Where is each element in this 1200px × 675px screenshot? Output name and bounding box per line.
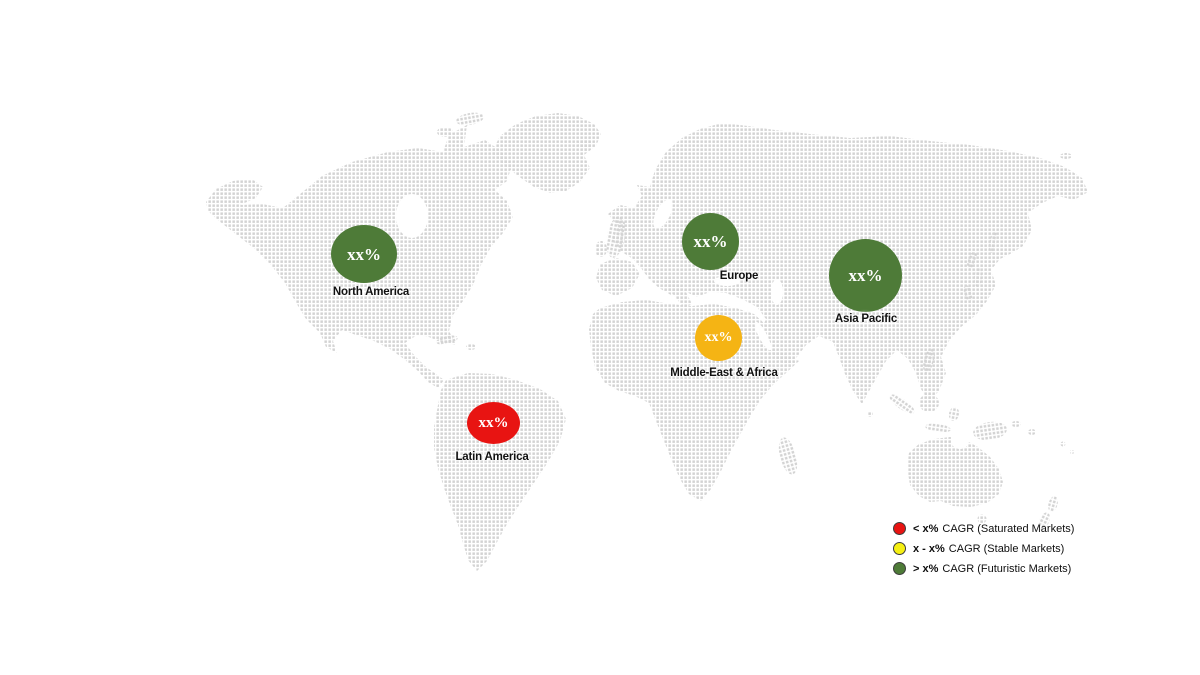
new-guinea [973, 421, 1007, 441]
philippines [923, 347, 935, 373]
cagr-legend: < x% CAGR (Saturated Markets) x - x% CAGR … [893, 522, 1074, 582]
region-value: xx% [848, 266, 883, 285]
region-value: xx% [693, 232, 728, 251]
madagascar [778, 437, 798, 475]
caspian-sea [771, 279, 783, 305]
legend-range: < x% [913, 522, 939, 535]
java [925, 423, 951, 433]
legend-text: x - x% CAGR (Stable Markets) [913, 543, 1064, 555]
legend-label: CAGR (Stable Markets) [948, 542, 1065, 555]
region-value: xx% [347, 244, 381, 264]
region-label-europe: Europe [719, 270, 759, 282]
tasmania [977, 514, 987, 524]
baltic-sea [653, 199, 673, 229]
legend-item-futuristic: > x% CAGR (Futuristic Markets) [893, 562, 1074, 575]
region-value: xx% [704, 330, 733, 345]
region-bubble-latin-america: xx% [467, 402, 520, 444]
iceland [578, 139, 592, 149]
borneo [919, 394, 939, 412]
arctic-islands [437, 127, 453, 137]
region-value: xx% [478, 414, 509, 431]
region-bubble-north-america: xx% [331, 225, 397, 283]
region-label-middle-east-africa: Middle-East & Africa [670, 367, 778, 379]
region-label-asia-pacific: Asia Pacific [834, 313, 898, 325]
region-bubble-middle-east-africa: xx% [695, 315, 742, 361]
island [1028, 429, 1036, 435]
red-sea [754, 321, 772, 351]
black-sea [714, 276, 740, 286]
new-zealand [1048, 496, 1058, 512]
iberia [596, 258, 640, 296]
arctic-island [1060, 153, 1072, 159]
legend-range: > x% [913, 562, 939, 575]
sumatra [889, 394, 915, 414]
island [1060, 441, 1066, 447]
arctic-islands [456, 112, 484, 126]
greenland [492, 113, 601, 193]
arctic-island [985, 154, 999, 160]
region-label-latin-america: Latin America [455, 451, 529, 463]
legend-dot-stable [893, 542, 906, 555]
legend-dot-saturated [893, 522, 906, 535]
legend-text: > x% CAGR (Futuristic Markets) [913, 563, 1071, 575]
hudson-bay [396, 194, 428, 238]
cuba [436, 335, 458, 345]
great-britain [606, 216, 626, 258]
legend-item-saturated: < x% CAGR (Saturated Markets) [893, 522, 1074, 535]
sulawesi [948, 407, 960, 421]
continent-australia [907, 437, 1003, 507]
legend-item-stable: x - x% CAGR (Stable Markets) [893, 542, 1074, 555]
island [1011, 421, 1021, 427]
japan [963, 285, 973, 301]
sakhalin [989, 231, 997, 253]
legend-dot-futuristic [893, 562, 906, 575]
new-zealand [1038, 512, 1050, 530]
ireland [595, 241, 607, 257]
region-label-north-america: North America [332, 286, 410, 298]
region-bubble-europe: xx% [682, 213, 739, 270]
japan [967, 251, 977, 269]
region-bubble-asia-pacific: xx% [829, 239, 902, 312]
legend-text: < x% CAGR (Saturated Markets) [913, 523, 1074, 535]
legend-range: x - x% [913, 542, 945, 555]
legend-label: CAGR (Saturated Markets) [942, 522, 1075, 535]
hispaniola [466, 344, 476, 350]
gulf-of-carpentaria [951, 433, 969, 449]
island [1070, 450, 1074, 454]
japan [973, 267, 983, 287]
sri-lanka [867, 411, 873, 417]
italy [662, 276, 692, 308]
continent-africa [589, 300, 799, 501]
legend-label: CAGR (Futuristic Markets) [942, 562, 1072, 575]
